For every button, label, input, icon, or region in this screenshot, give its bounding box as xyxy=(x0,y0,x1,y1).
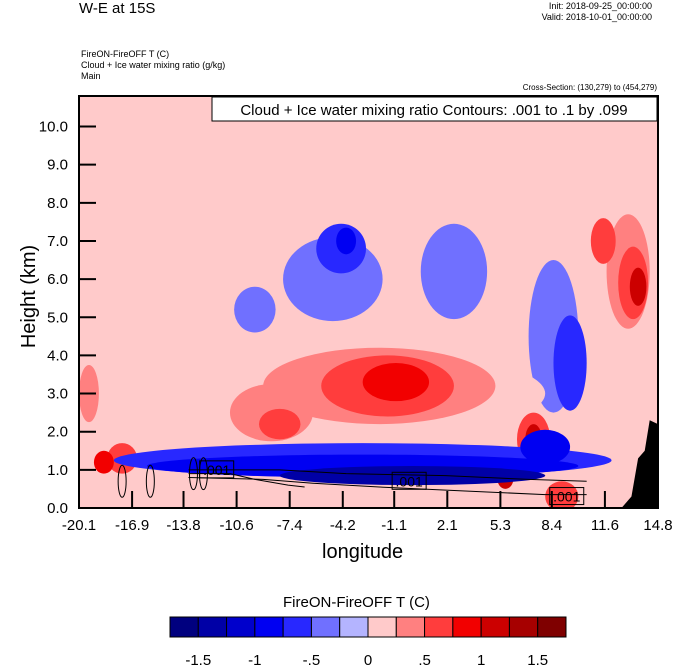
valid-time: Valid: 2018-10-01_00:00:00 xyxy=(541,12,652,22)
colorbar-box xyxy=(537,616,567,638)
terrain xyxy=(621,420,658,508)
contour-label: .001 xyxy=(391,471,427,490)
x-tick-label: 5.3 xyxy=(490,517,511,534)
x-tick-label: -13.8 xyxy=(166,517,200,534)
x-tick-label: -7.4 xyxy=(277,517,303,534)
y-tick-label: 5.0 xyxy=(47,309,68,326)
x-tick-label: -20.1 xyxy=(62,517,96,534)
x-tick-label: 14.8 xyxy=(643,517,672,534)
field-feature xyxy=(629,267,647,306)
colorbar-box xyxy=(508,616,539,638)
plot-frame xyxy=(78,95,659,509)
x-tick-label: 2.1 xyxy=(437,517,458,534)
contour-label-box xyxy=(391,471,427,490)
terrain-fill xyxy=(621,420,658,508)
y-tick-label: 10.0 xyxy=(39,119,68,136)
colorbar-tick-label: -1.5 xyxy=(185,652,211,667)
contour-loop xyxy=(188,457,198,491)
colorbar-box xyxy=(367,616,397,638)
colorbar-box xyxy=(424,616,454,638)
colorbar-tick-label: 1.5 xyxy=(527,652,548,667)
field-feature xyxy=(259,408,301,440)
cross-section-label: Cross-Section: (130,279) to (454,279) xyxy=(522,83,657,92)
x-tick-label: -1.1 xyxy=(381,517,407,534)
y-axis-label: Height (km) xyxy=(18,244,41,349)
field-feature xyxy=(590,218,616,264)
colorbar-box xyxy=(169,616,199,638)
filled-contour-field xyxy=(79,96,658,508)
subtitle-contour-field: Cloud + Ice water mixing ratio (g/kg) xyxy=(81,60,226,70)
y-tick-label: 7.0 xyxy=(47,233,68,250)
colorbar-box xyxy=(452,616,482,638)
field-feature xyxy=(279,466,546,486)
field-feature xyxy=(213,128,264,339)
contour-line xyxy=(188,469,587,482)
field-feature xyxy=(520,429,571,465)
field-feature xyxy=(234,286,276,333)
x-tick-label: -4.2 xyxy=(330,517,356,534)
contour-label-text: .001 xyxy=(396,473,423,489)
contour-label-box xyxy=(199,460,235,479)
y-tick-label: 3.0 xyxy=(47,386,68,403)
subtitle-domain: Main xyxy=(81,71,101,81)
field-feature xyxy=(553,315,587,411)
x-tick-label: 8.4 xyxy=(541,517,562,534)
contour-label: .001 xyxy=(199,460,235,479)
colorbar-tick-label: .5 xyxy=(418,652,431,667)
colorbar-tick-label: 0 xyxy=(364,652,372,667)
colorbar-box xyxy=(197,616,228,638)
y-tick-label: 1.0 xyxy=(47,462,68,479)
contour-info-text: Cloud + Ice water mixing ratio Contours:… xyxy=(240,102,627,119)
contour-loop xyxy=(117,464,127,498)
y-tick-label: 2.0 xyxy=(47,424,68,441)
contour-label-text: .001 xyxy=(203,462,230,478)
colorbar-box xyxy=(254,616,284,638)
field-feature xyxy=(117,134,193,364)
colorbar-box xyxy=(310,616,341,638)
field-feature xyxy=(420,223,488,320)
x-tick-label: -10.6 xyxy=(220,517,254,534)
colorbar-tick-label: 1 xyxy=(477,652,485,667)
field-feature xyxy=(336,227,357,255)
colorbar-box xyxy=(480,616,510,638)
x-axis-label: longitude xyxy=(322,541,404,563)
colorbar-box xyxy=(282,616,312,638)
contour-info-box: Cloud + Ice water mixing ratio Contours:… xyxy=(211,96,658,122)
plot-title: W-E at 15S xyxy=(79,0,156,17)
subtitle-field: FireON-FireOFF T (C) xyxy=(81,49,170,59)
colorbar-box xyxy=(395,616,426,638)
init-time: Init: 2018-09-25_00:00:00 xyxy=(548,1,652,11)
x-tick-label: -16.9 xyxy=(115,517,149,534)
y-tick-label: 6.0 xyxy=(47,271,68,288)
colorbar-box xyxy=(226,616,256,638)
colorbar-title: FireON-FireOFF T (C) xyxy=(283,594,430,611)
colorbar-tick-label: -1 xyxy=(248,652,261,667)
field-feature xyxy=(362,363,430,402)
y-tick-label: 0.0 xyxy=(47,500,68,517)
colorbar-ticks: -1.5 -1 -.5 0 .5 1 1.5 xyxy=(185,652,548,667)
y-tick-label: 8.0 xyxy=(47,195,68,212)
contour-line xyxy=(188,476,587,496)
contour-loop xyxy=(145,464,155,498)
contour-label-box xyxy=(549,487,585,506)
colorbar-box xyxy=(339,616,369,638)
y-tick-label: 4.0 xyxy=(47,347,68,364)
colorbar xyxy=(169,616,567,638)
y-tick-label: 9.0 xyxy=(47,157,68,174)
field-feature xyxy=(93,450,114,474)
colorbar-tick-label: -.5 xyxy=(303,652,321,667)
contour-label: .001 xyxy=(549,487,585,506)
cloud-contour-lines: .001 .001 .001 xyxy=(117,457,587,506)
contour-line xyxy=(188,473,305,488)
x-tick-label: 11.6 xyxy=(591,517,619,534)
contour-label-text: .001 xyxy=(553,489,580,505)
